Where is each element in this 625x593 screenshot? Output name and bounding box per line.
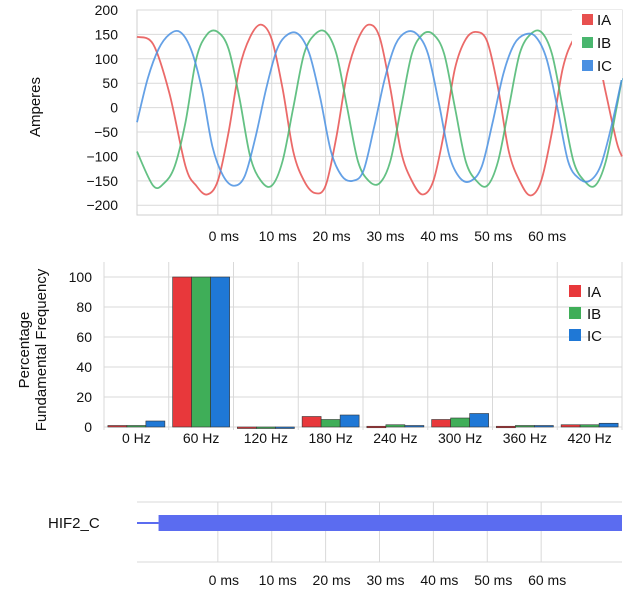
harmonics-legend-swatch-ic (569, 329, 581, 341)
harmonics-x-tick-label: 300 Hz (438, 430, 482, 446)
harmonics-bar-ic (339, 414, 360, 428)
harmonics-bar-chart: 0 20 40 60 80 100 0 Hz 60 Hz 120 Hz 180 Hz 240 Hz… (16, 262, 623, 446)
waveform-legend-swatch-ic (582, 60, 593, 71)
digital-signal-high (158, 515, 623, 531)
harmonics-bar-ic (145, 420, 166, 428)
digital-x-tick-label: 40 ms (420, 572, 458, 588)
harmonics-x-tick-label: 240 Hz (373, 430, 417, 446)
harmonics-bar-ic (534, 425, 554, 428)
harmonics-x-tick-label: 120 Hz (244, 430, 288, 446)
waveform-y-tick-label: 150 (95, 26, 119, 42)
harmonics-legend: IA IB IC (569, 284, 602, 345)
harmonics-legend-swatch-ia (569, 285, 581, 297)
harmonics-bar-ic (275, 426, 295, 429)
harmonics-bar-ic (404, 425, 425, 428)
harmonics-bar-ib (385, 424, 406, 428)
waveform-x-tick-label: 60 ms (528, 228, 566, 244)
harmonics-bar-ia (560, 424, 581, 428)
harmonics-y-tick-label: 40 (76, 359, 92, 375)
digital-signal (137, 515, 623, 531)
waveform-x-tick-label: 10 ms (259, 228, 297, 244)
waveform-y-tick-label: 0 (110, 100, 118, 116)
digital-x-tick-label: 50 ms (474, 572, 512, 588)
harmonics-bar-ic (469, 413, 489, 428)
harmonics-bar-ic (598, 422, 619, 428)
waveform-y-tick-label: 200 (95, 2, 119, 18)
waveform-x-ticks: 0 ms 10 ms 20 ms 30 ms 40 ms 50 ms 60 ms (209, 228, 567, 244)
waveform-x-tick-label: 50 ms (474, 228, 512, 244)
harmonics-bar-ib (126, 425, 147, 428)
digital-x-tick-label: 0 ms (209, 572, 239, 588)
harmonics-x-tick-label: 420 Hz (567, 430, 611, 446)
harmonics-legend-label-ia: IA (587, 284, 601, 301)
harmonics-bar-ia (301, 416, 322, 428)
harmonics-bar-ib (320, 419, 341, 428)
harmonics-bar-ic (210, 276, 230, 428)
digital-channel-label: HIF2_C (48, 515, 100, 532)
waveform-legend: IA IB IC (572, 10, 622, 80)
harmonics-x-tick-label: 360 Hz (503, 430, 547, 446)
harmonics-legend-label-ib: IB (587, 306, 601, 323)
harmonics-y-axis-label-line-2: Fundamental Frequency (33, 268, 50, 431)
harmonics-x-ticks: 0 Hz 60 Hz 120 Hz 180 Hz 240 Hz 300 Hz 360 Hz 4… (122, 430, 612, 446)
digital-status-chart: 0 ms 10 ms 20 ms 30 ms 40 ms 50 ms 60 ms HIF2_… (48, 501, 623, 588)
waveform-y-tick-label: −200 (86, 197, 118, 213)
digital-x-tick-label: 60 ms (528, 572, 566, 588)
waveform-x-tick-label: 30 ms (366, 228, 404, 244)
harmonics-y-axis-label-line-1: Percentage (16, 312, 33, 389)
waveform-line-ic (136, 30, 623, 187)
harmonics-y-axis-label: Percentage Fundamental Frequency (16, 268, 50, 431)
waveform-series (136, 23, 623, 197)
waveform-legend-label-ia: IA (597, 12, 611, 29)
waveform-y-tick-label: −100 (86, 148, 118, 164)
waveform-legend-box (572, 10, 622, 80)
harmonics-legend-swatch-ib (569, 307, 581, 319)
waveform-y-ticks: 200 150 100 50 0 −50 −100 −150 −200 (86, 2, 118, 213)
digital-x-tick-label: 10 ms (259, 572, 297, 588)
harmonics-bar-ib (515, 425, 535, 428)
waveform-legend-label-ic: IC (597, 58, 612, 75)
waveform-chart: 200 150 100 50 0 −50 −100 −150 −200 0 ms 10 ms 20 … (27, 2, 623, 244)
harmonics-y-ticks: 0 20 40 60 80 100 (69, 269, 93, 435)
harmonics-y-tick-label: 20 (76, 389, 92, 405)
harmonics-bar-ib (191, 276, 211, 428)
digital-x-ticks: 0 ms 10 ms 20 ms 30 ms 40 ms 50 ms 60 ms (209, 572, 567, 588)
waveform-legend-swatch-ib (582, 37, 593, 48)
waveform-y-axis-label: Amperes (27, 77, 44, 137)
harmonics-y-tick-label: 80 (76, 299, 92, 315)
harmonics-y-tick-label: 100 (69, 269, 93, 285)
harmonics-bar-ia (172, 276, 192, 428)
harmonics-bars (107, 276, 619, 429)
waveform-y-tick-label: 50 (102, 75, 118, 91)
harmonics-bar-ib (450, 417, 470, 428)
harmonics-x-tick-label: 180 Hz (308, 430, 352, 446)
harmonics-bar-ia (366, 425, 387, 429)
harmonics-bar-ib (256, 426, 276, 429)
harmonics-bar-ia (431, 419, 451, 428)
waveform-line-ib (136, 29, 623, 190)
waveform-x-tick-label: 20 ms (313, 228, 351, 244)
harmonics-bar-ia (496, 425, 516, 429)
harmonics-y-tick-label: 60 (76, 329, 92, 345)
waveform-legend-label-ib: IB (597, 35, 611, 52)
waveform-x-tick-label: 0 ms (209, 228, 239, 244)
waveform-y-tick-label: −50 (94, 124, 118, 140)
waveform-legend-swatch-ia (582, 14, 593, 25)
harmonics-x-tick-label: 0 Hz (122, 430, 151, 446)
digital-grid (137, 501, 622, 563)
harmonics-bar-ia (107, 425, 128, 428)
harmonics-x-tick-label: 60 Hz (183, 430, 220, 446)
harmonics-bar-ia (237, 426, 257, 429)
digital-x-tick-label: 30 ms (366, 572, 404, 588)
waveform-x-tick-label: 40 ms (420, 228, 458, 244)
harmonics-bar-ib (579, 424, 600, 428)
waveform-y-tick-label: 100 (95, 51, 119, 67)
waveform-y-tick-label: −150 (86, 173, 118, 189)
digital-x-tick-label: 20 ms (313, 572, 351, 588)
waveform-line-ia (136, 23, 623, 197)
harmonics-legend-label-ic: IC (587, 328, 602, 345)
harmonics-y-tick-label: 0 (84, 419, 92, 435)
